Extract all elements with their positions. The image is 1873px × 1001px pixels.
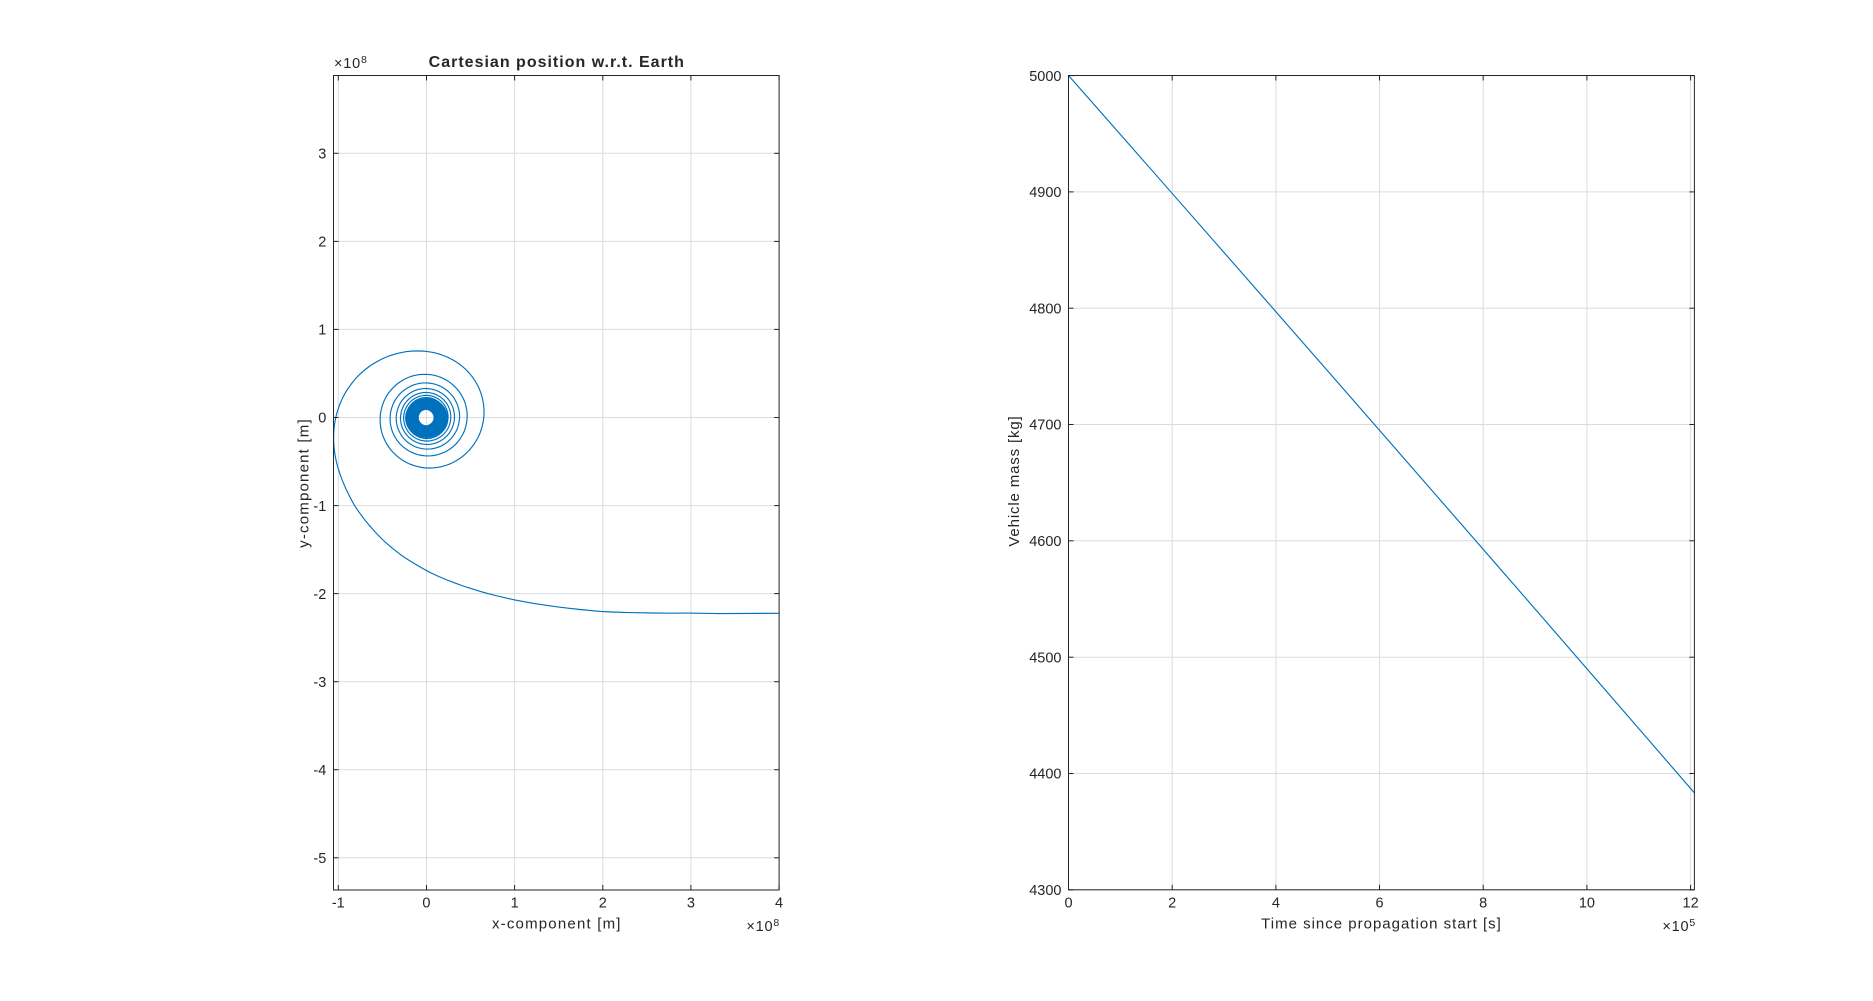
- svg-text:-1: -1: [313, 499, 326, 515]
- svg-text:2: 2: [1168, 896, 1176, 912]
- svg-text:-5: -5: [313, 851, 326, 867]
- svg-text:4: 4: [1272, 896, 1280, 912]
- svg-text:4: 4: [775, 896, 783, 912]
- svg-text:3: 3: [687, 896, 695, 912]
- svg-text:×108: ×108: [334, 54, 368, 72]
- svg-text:-3: -3: [313, 675, 326, 691]
- svg-text:4900: 4900: [1029, 185, 1061, 201]
- svg-text:2: 2: [318, 235, 326, 251]
- svg-text:4300: 4300: [1029, 883, 1061, 899]
- svg-text:0: 0: [318, 411, 326, 427]
- svg-text:-4: -4: [313, 763, 326, 779]
- svg-text:8: 8: [1479, 896, 1487, 912]
- svg-text:-1: -1: [332, 896, 345, 912]
- svg-text:Cartesian position w.r.t. Eart: Cartesian position w.r.t. Earth: [429, 54, 685, 71]
- svg-text:5000: 5000: [1029, 69, 1061, 85]
- svg-text:×108: ×108: [746, 917, 780, 935]
- svg-text:10: 10: [1579, 896, 1595, 912]
- svg-text:3: 3: [318, 147, 326, 163]
- svg-text:×105: ×105: [1662, 917, 1696, 935]
- svg-text:4700: 4700: [1029, 418, 1061, 434]
- svg-text:4600: 4600: [1029, 534, 1061, 550]
- svg-text:4400: 4400: [1029, 767, 1061, 783]
- svg-text:Time since propagation start [: Time since propagation start [s]: [1261, 916, 1502, 933]
- svg-text:12: 12: [1683, 896, 1699, 912]
- svg-text:-2: -2: [313, 587, 326, 603]
- svg-text:y-component [m]: y-component [m]: [295, 418, 312, 548]
- svg-text:4800: 4800: [1029, 301, 1061, 317]
- svg-text:6: 6: [1376, 896, 1384, 912]
- svg-text:1: 1: [318, 323, 326, 339]
- svg-text:0: 0: [1064, 896, 1072, 912]
- svg-text:1: 1: [511, 896, 519, 912]
- svg-text:Vehicle mass [kg]: Vehicle mass [kg]: [1006, 415, 1023, 546]
- svg-text:x-component [m]: x-component [m]: [492, 916, 622, 933]
- svg-text:0: 0: [422, 896, 430, 912]
- svg-text:2: 2: [599, 896, 607, 912]
- svg-text:4500: 4500: [1029, 650, 1061, 666]
